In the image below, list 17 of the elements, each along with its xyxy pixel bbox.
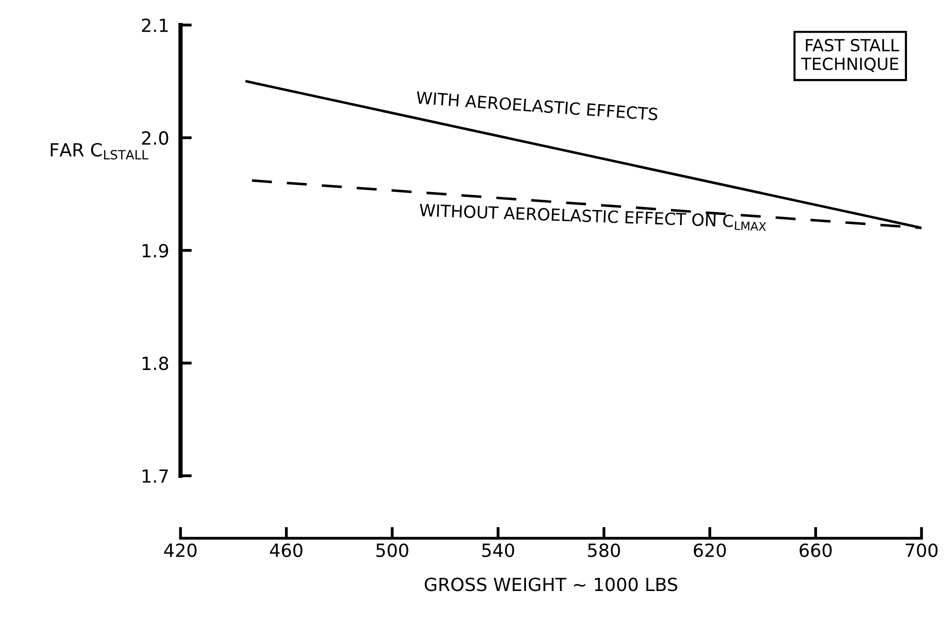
x-tick-label: 660: [800, 543, 832, 558]
x-axis-title: GROSS WEIGHT ~ 1000 LBS: [424, 578, 678, 592]
y-tick-label: 2.1: [142, 18, 168, 32]
x-tick-label: 420: [164, 543, 197, 558]
y-tick-label: 1.7: [142, 469, 168, 483]
y-tick-label: 2.0: [142, 131, 168, 145]
series-label: WITH AEROELASTIC EFFECTS: [416, 91, 658, 121]
annotation: FAST STALL TECHNIQUE: [801, 38, 900, 72]
series-label: WITHOUT AEROELASTIC EFFECT ON C$_{LMAX}$: [419, 204, 766, 231]
y-tick-label: 1.8: [142, 356, 168, 370]
x-tick-label: 700: [906, 543, 938, 558]
y-tick-label: 1.9: [142, 244, 168, 258]
x-tick-label: 580: [588, 543, 620, 558]
x-tick-label: 460: [270, 543, 302, 558]
x-tick-label: 500: [376, 543, 408, 558]
x-tick-label: 620: [694, 543, 726, 558]
x-tick-label: 540: [482, 543, 514, 558]
